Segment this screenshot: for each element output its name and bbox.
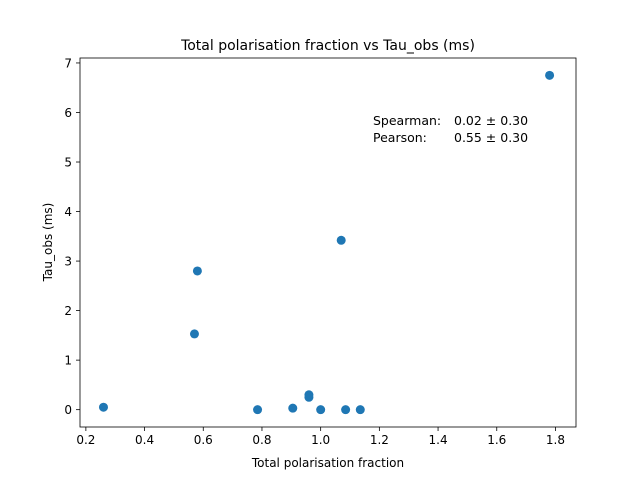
x-axis-label: Total polarisation fraction: [251, 456, 404, 470]
y-tick-label: 0: [64, 403, 72, 417]
y-tick-label: 6: [64, 106, 72, 120]
y-tick-label: 4: [64, 205, 72, 219]
spearman-value: 0.02 ± 0.30: [454, 113, 528, 128]
scatter-point: [288, 403, 298, 413]
scatter-point: [253, 405, 263, 415]
y-tick-label: 7: [64, 56, 72, 70]
plot-area: [79, 57, 577, 428]
correlation-annotation: Spearman: 0.02 ± 0.30 Pearson: 0.55 ± 0.…: [373, 113, 528, 145]
scatter-point: [316, 405, 326, 415]
x-tick-label: 0.6: [194, 433, 213, 447]
scatter-points: [98, 70, 555, 415]
axes-frame: [79, 57, 577, 428]
spearman-label: Spearman:: [373, 113, 441, 128]
x-axis-ticks: 0.2 0.4 0.6 0.8 1.0 1.2 1.4 1.6 1.8: [76, 427, 565, 447]
y-tick-label: 5: [64, 156, 72, 170]
scatter-point: [336, 235, 346, 245]
y-tick-label: 2: [64, 304, 72, 318]
scatter-point: [98, 402, 108, 412]
scatter-point: [355, 405, 365, 415]
chart-title: Total polarisation fraction vs Tau_obs (…: [180, 38, 475, 54]
scatter-point: [192, 266, 202, 276]
scatter-point: [545, 70, 555, 80]
x-tick-label: 1.4: [429, 433, 448, 447]
y-tick-label: 3: [64, 255, 72, 269]
x-tick-label: 1.8: [546, 433, 565, 447]
scatter-point: [341, 405, 351, 415]
pearson-value: 0.55 ± 0.30: [454, 130, 528, 145]
x-tick-label: 1.0: [311, 433, 330, 447]
pearson-label: Pearson:: [373, 130, 427, 145]
y-axis-label: Tau_obs (ms): [41, 203, 55, 283]
x-tick-label: 1.2: [370, 433, 389, 447]
x-tick-label: 1.6: [487, 433, 506, 447]
scatter-point: [304, 390, 314, 400]
x-tick-label: 0.4: [135, 433, 154, 447]
x-tick-label: 0.2: [76, 433, 95, 447]
x-tick-label: 0.8: [252, 433, 271, 447]
y-axis-ticks: 0 1 2 3 4 5 6 7: [64, 56, 80, 417]
y-tick-label: 1: [64, 354, 72, 368]
scatter-point: [189, 329, 199, 339]
